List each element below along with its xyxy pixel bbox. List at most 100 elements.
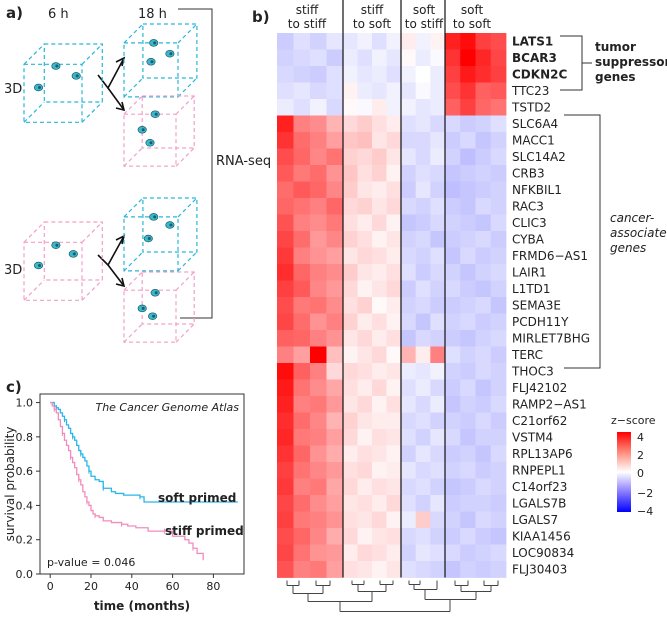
heatmap-cell: [445, 99, 461, 116]
zscore-tick-4: 4: [637, 431, 644, 444]
heatmap-cell: [386, 429, 402, 446]
heatmap-cell: [490, 198, 507, 215]
heatmap-cell: [430, 396, 446, 413]
heatmap-cell: [386, 264, 402, 281]
heatmap-cell: [277, 198, 294, 215]
heatmap-cell: [372, 478, 387, 496]
heatmap-cell: [460, 165, 476, 182]
heatmap-cell: [430, 33, 446, 50]
heatmap-cell: [475, 264, 492, 281]
heatmap-cell: [401, 198, 417, 215]
heatmap-cell: [415, 115, 431, 133]
heatmap-cell: [310, 363, 327, 380]
heatmap-cell: [310, 247, 327, 265]
gene-label: RNPEPL1: [512, 463, 566, 477]
heatmap-cell: [460, 181, 476, 199]
gene-label: SLC6A4: [512, 117, 558, 131]
heatmap-cell: [460, 379, 476, 397]
heatmap-cell: [310, 495, 327, 512]
heatmap-cell: [475, 363, 492, 380]
heatmap-cell: [343, 66, 358, 83]
heatmap-cell: [343, 313, 358, 331]
heatmap-cell: [445, 115, 461, 133]
heatmap-cell: [490, 115, 507, 133]
cell-icon: [148, 312, 158, 320]
heatmap-cell: [475, 511, 492, 529]
gene-label: NFKBIL1: [512, 183, 562, 197]
heatmap-cell: [460, 115, 476, 133]
cell-icon: [145, 139, 155, 147]
heatmap-cell: [415, 198, 431, 215]
heatmap-cell: [460, 511, 476, 529]
heatmap-cell: [343, 462, 358, 479]
heatmap-cell: [401, 33, 417, 50]
cell-icon: [165, 221, 175, 229]
heatmap-cell: [357, 231, 373, 248]
heatmap-cell: [415, 66, 431, 83]
heatmap-cell: [475, 82, 492, 100]
cell-icon: [137, 126, 147, 134]
heatmap-cell: [310, 313, 327, 331]
km-plot: 0 20 40 60 80 0.0 0.2 0.4 0.6 0.8 1.0: [16, 397, 238, 593]
x-axis-label: time (months): [94, 599, 190, 613]
heatmap-cell: [430, 198, 446, 215]
heatmap-cell: [445, 445, 461, 463]
heatmap-cell: [430, 511, 446, 529]
heatmap-cell: [293, 280, 311, 298]
heatmap-cell: [490, 511, 507, 529]
gene-label: CYBA: [512, 232, 545, 246]
heatmap-cell: [357, 49, 373, 67]
heatmap-cell: [430, 82, 446, 100]
heatmap-cell: [401, 247, 417, 265]
heatmap-cell: [277, 511, 294, 529]
heatmap-cell: [415, 313, 431, 331]
heatmap-cell: [372, 33, 387, 50]
heatmap-cell: [430, 363, 446, 380]
heatmap-cell: [460, 148, 476, 166]
heatmap-cell: [343, 231, 358, 248]
heatmap-cell: [490, 181, 507, 199]
heatmap-cell: [293, 528, 311, 545]
x-tick-label: 20: [84, 580, 98, 593]
heatmap-cell: [357, 346, 373, 364]
heatmap-cell: [310, 297, 327, 314]
cancer-associated-line3: genes: [610, 241, 646, 255]
heatmap-cell: [310, 66, 327, 83]
heatmap-cell: [490, 33, 507, 50]
arrows-top: [97, 56, 126, 112]
heatmap-cell: [326, 429, 344, 446]
heatmap-cell: [415, 33, 431, 50]
heatmap-cell: [372, 49, 387, 67]
legend-soft-primed: soft primed: [158, 491, 236, 505]
heatmap-cell: [372, 396, 387, 413]
y-tick-label: 0.4: [16, 499, 34, 512]
heatmap-cell: [415, 247, 431, 265]
heatmap-cell: [310, 330, 327, 347]
heatmap-cell: [326, 247, 344, 265]
heatmap-cell: [415, 528, 431, 545]
heatmap-cell: [386, 99, 402, 116]
heatmap-cell: [460, 99, 476, 116]
heatmap-cell: [277, 412, 294, 430]
heatmap-cell: [430, 297, 446, 314]
heatmap-cell: [415, 82, 431, 100]
heatmap-cell: [372, 132, 387, 149]
heatmap-cell: [460, 82, 476, 100]
heatmap-cell: [310, 511, 327, 529]
heatmap-cell: [490, 49, 507, 67]
heatmap-cell: [372, 82, 387, 100]
legend-stiff-primed: stiff primed: [165, 524, 244, 538]
heatmap-cell: [310, 148, 327, 166]
heatmap-cell: [293, 544, 311, 562]
heatmap-cell: [343, 214, 358, 232]
gene-label: CLIC3: [512, 216, 547, 230]
heatmap-cell: [430, 346, 446, 364]
zscore-tick-0: 0: [637, 467, 644, 480]
gene-label: TERC: [511, 348, 543, 362]
group-3-label-line2: to stiff: [405, 17, 444, 31]
heatmap-cell: [401, 544, 417, 562]
heatmap-cell: [357, 33, 373, 50]
heatmap-cell: [293, 429, 311, 446]
heatmap-cell: [326, 313, 344, 331]
heatmap-cell: [445, 264, 461, 281]
